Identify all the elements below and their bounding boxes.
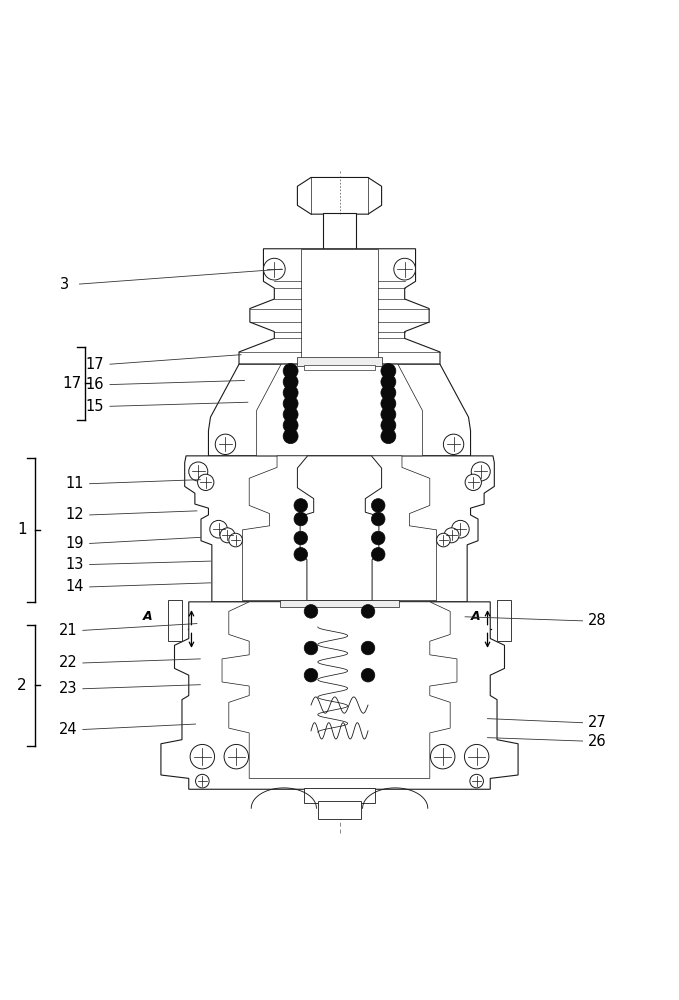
Circle shape xyxy=(452,520,469,538)
Circle shape xyxy=(381,385,396,400)
Circle shape xyxy=(371,548,385,561)
Circle shape xyxy=(283,396,298,411)
Text: 17: 17 xyxy=(86,357,105,372)
Circle shape xyxy=(283,364,298,378)
Bar xyxy=(280,600,399,607)
Circle shape xyxy=(381,429,396,444)
Text: 14: 14 xyxy=(65,579,84,594)
Circle shape xyxy=(381,374,396,389)
Circle shape xyxy=(294,512,308,526)
Text: 26: 26 xyxy=(588,734,607,749)
Text: 3: 3 xyxy=(60,277,69,292)
Text: 23: 23 xyxy=(58,681,77,696)
Circle shape xyxy=(263,258,285,280)
Circle shape xyxy=(224,744,249,769)
Polygon shape xyxy=(208,364,471,456)
Polygon shape xyxy=(242,456,437,600)
Bar xyxy=(304,365,375,370)
Circle shape xyxy=(294,531,308,545)
Polygon shape xyxy=(161,602,518,789)
Circle shape xyxy=(361,668,375,682)
Circle shape xyxy=(470,774,483,788)
Text: 24: 24 xyxy=(58,722,77,737)
Bar xyxy=(497,600,511,641)
Text: 15: 15 xyxy=(86,399,105,414)
Text: 1: 1 xyxy=(17,522,26,537)
Circle shape xyxy=(283,385,298,400)
Bar xyxy=(297,357,382,366)
Circle shape xyxy=(465,474,481,490)
Circle shape xyxy=(381,364,396,378)
Text: 12: 12 xyxy=(65,507,84,522)
Circle shape xyxy=(283,418,298,433)
Circle shape xyxy=(361,641,375,655)
Circle shape xyxy=(189,462,208,481)
Circle shape xyxy=(464,744,489,769)
Circle shape xyxy=(437,533,450,547)
Circle shape xyxy=(371,499,385,512)
Circle shape xyxy=(444,528,459,543)
Polygon shape xyxy=(297,177,382,214)
Circle shape xyxy=(361,605,375,618)
Bar xyxy=(168,600,182,641)
Circle shape xyxy=(371,512,385,526)
Bar xyxy=(304,788,375,803)
Circle shape xyxy=(294,548,308,561)
Circle shape xyxy=(381,396,396,411)
Text: 27: 27 xyxy=(588,715,607,730)
Text: A: A xyxy=(143,610,153,623)
Circle shape xyxy=(430,744,455,769)
Circle shape xyxy=(304,605,318,618)
Circle shape xyxy=(371,531,385,545)
Circle shape xyxy=(215,434,236,455)
Text: 2: 2 xyxy=(17,678,26,693)
Polygon shape xyxy=(185,456,494,602)
Circle shape xyxy=(304,641,318,655)
Polygon shape xyxy=(297,456,382,600)
Text: A: A xyxy=(471,610,480,623)
Text: 11: 11 xyxy=(65,476,84,491)
Circle shape xyxy=(283,374,298,389)
Polygon shape xyxy=(301,249,378,364)
Circle shape xyxy=(198,474,214,490)
Circle shape xyxy=(210,520,227,538)
Text: 22: 22 xyxy=(58,655,77,670)
Polygon shape xyxy=(222,602,457,778)
Circle shape xyxy=(394,258,416,280)
Text: 21: 21 xyxy=(58,623,77,638)
Text: 28: 28 xyxy=(588,613,607,628)
Circle shape xyxy=(283,429,298,444)
Text: 19: 19 xyxy=(65,536,84,551)
Circle shape xyxy=(381,418,396,433)
Text: 17: 17 xyxy=(62,376,81,391)
Circle shape xyxy=(220,528,235,543)
Circle shape xyxy=(294,499,308,512)
Circle shape xyxy=(196,774,209,788)
Circle shape xyxy=(471,462,490,481)
Polygon shape xyxy=(257,364,422,456)
Bar xyxy=(323,213,356,249)
Bar xyxy=(318,801,361,819)
Circle shape xyxy=(443,434,464,455)
Circle shape xyxy=(304,668,318,682)
Circle shape xyxy=(229,533,242,547)
Text: 16: 16 xyxy=(86,377,105,392)
Circle shape xyxy=(190,744,215,769)
Circle shape xyxy=(283,407,298,422)
Circle shape xyxy=(381,407,396,422)
Polygon shape xyxy=(239,249,440,364)
Text: 13: 13 xyxy=(65,557,84,572)
